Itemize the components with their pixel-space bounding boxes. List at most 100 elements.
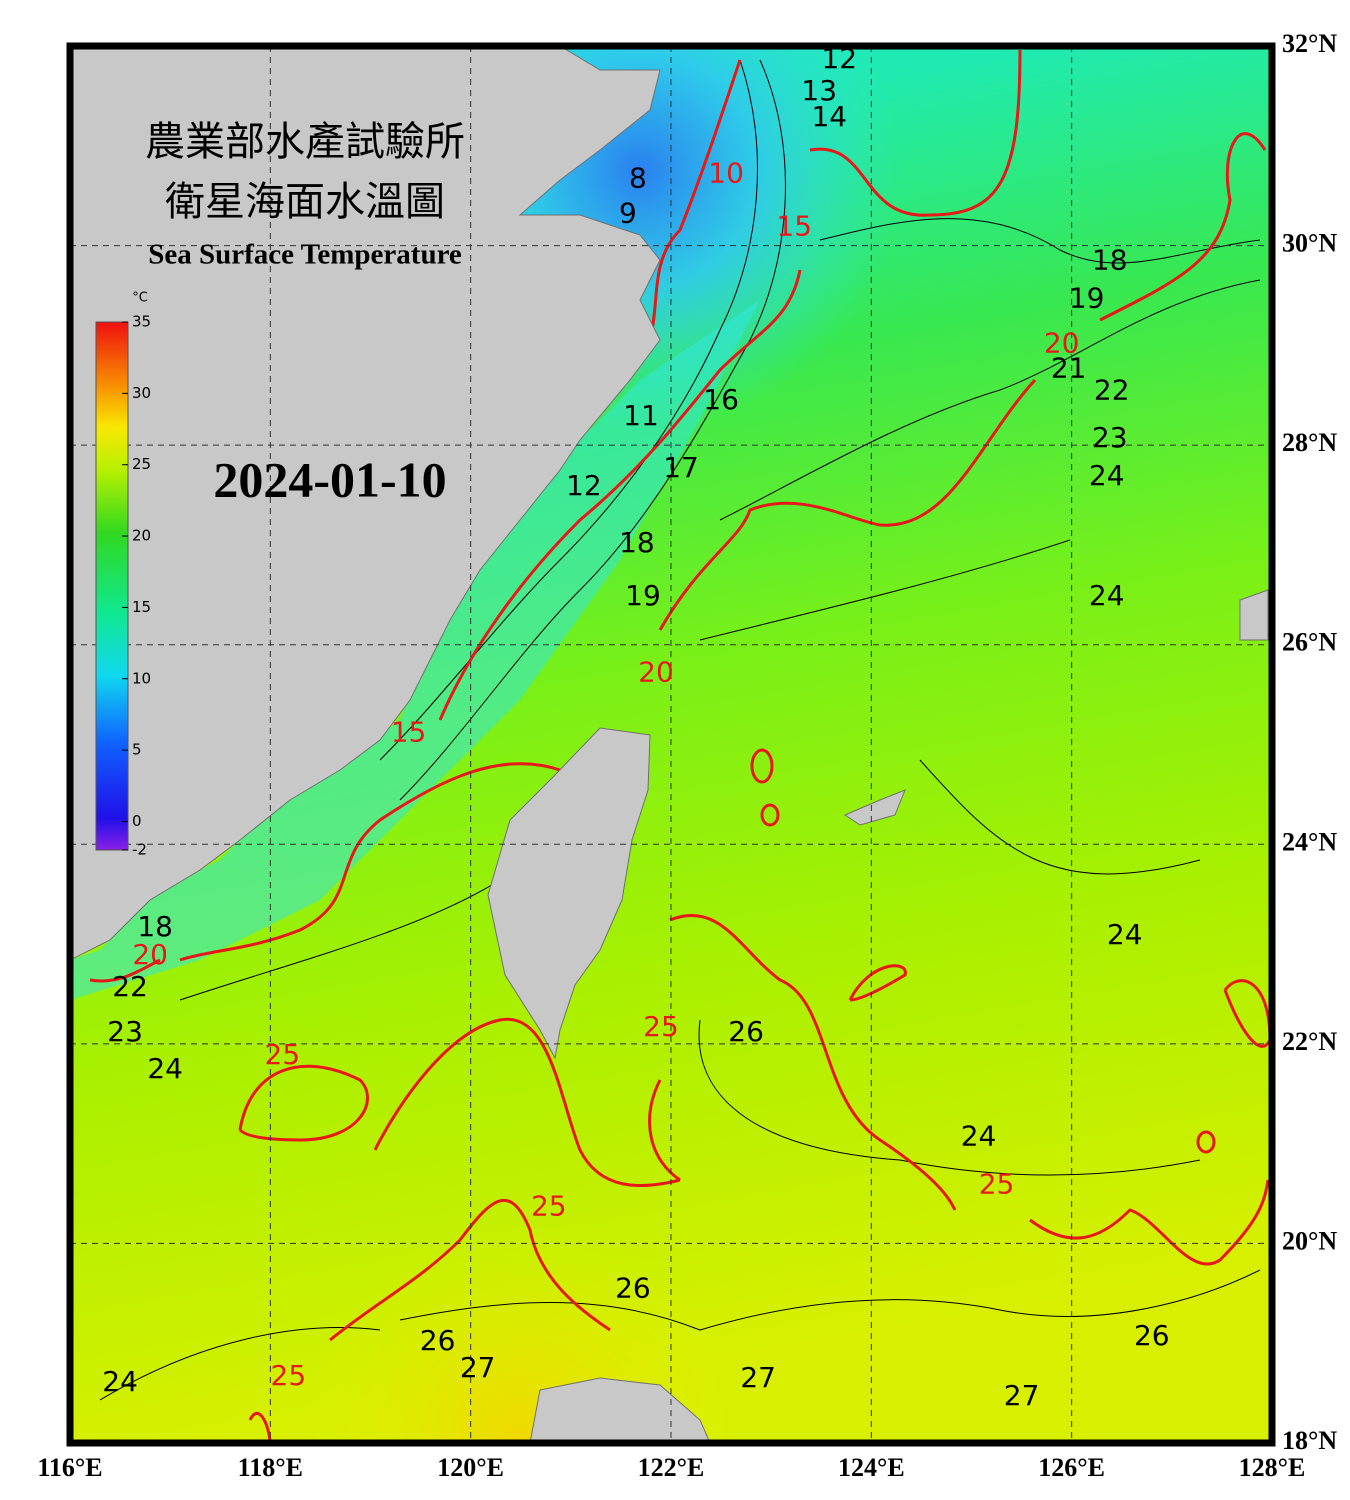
contour-label: 20 xyxy=(638,656,674,689)
mainland-china xyxy=(70,46,661,961)
contour-label: 24 xyxy=(1089,579,1125,612)
colorbar-tick-label: 15 xyxy=(132,598,151,616)
island xyxy=(843,789,906,826)
isotherm xyxy=(819,218,1261,264)
luzon xyxy=(529,1377,711,1443)
colorbar xyxy=(95,321,129,851)
contour-label: 19 xyxy=(1069,281,1105,314)
contour-label: 20 xyxy=(132,938,168,971)
lon-tick-label: 128°E xyxy=(1239,1453,1306,1482)
contour-label: 12 xyxy=(821,42,857,75)
contour-label: 18 xyxy=(1092,244,1128,277)
isotherm xyxy=(248,1411,272,1443)
contour-label: 27 xyxy=(1004,1379,1040,1412)
lat-tick-label: 28°N xyxy=(1282,428,1337,457)
contour-label: 24 xyxy=(961,1120,997,1153)
contour-label: 26 xyxy=(615,1271,651,1304)
colorbar-tick-label: 35 xyxy=(132,313,151,331)
contour-label: 18 xyxy=(137,910,173,943)
taiwan xyxy=(487,727,651,1060)
date: 2024-01-10 xyxy=(213,451,446,507)
isotherm xyxy=(329,1198,611,1342)
lat-tick-label: 32°N xyxy=(1282,29,1337,58)
isotherm xyxy=(89,958,161,983)
isotherm xyxy=(648,59,742,341)
contour-label: 8 xyxy=(629,162,647,195)
isotherm xyxy=(373,1017,681,1188)
lon-tick-label: 118°E xyxy=(238,1453,303,1482)
contour-label: 19 xyxy=(625,579,661,612)
contour-label: 15 xyxy=(391,716,427,749)
lon-tick-label: 120°E xyxy=(437,1453,504,1482)
contour-label: 12 xyxy=(566,469,602,502)
isotherm xyxy=(698,1019,1201,1176)
colorbar-tick-label: 5 xyxy=(132,741,142,759)
lat-tick-label: 24°N xyxy=(1282,827,1337,856)
contour-label: 20 xyxy=(1044,326,1080,359)
contour-label: 22 xyxy=(112,970,148,1003)
contour-label: 25 xyxy=(265,1038,301,1071)
lat-tick-label: 26°N xyxy=(1282,628,1337,657)
isotherm xyxy=(848,964,907,1002)
isotherm xyxy=(1099,132,1267,322)
isotherm xyxy=(399,59,786,801)
title-line-1: 農業部水產試驗所 xyxy=(145,119,465,165)
isotherm xyxy=(399,1269,1261,1331)
lat-tick-label: 18°N xyxy=(1282,1426,1337,1455)
contour-label: 23 xyxy=(1092,421,1128,454)
isotherm xyxy=(719,279,1261,521)
lon-tick-label: 124°E xyxy=(838,1453,905,1482)
title-line-2: 衛星海面水溫圖 xyxy=(165,179,445,225)
contour-label: 24 xyxy=(1089,459,1125,492)
contour-label: 11 xyxy=(623,399,659,432)
contour-label: 13 xyxy=(801,74,837,107)
colorbar-tick-label: 25 xyxy=(132,455,151,473)
isotherms-5deg xyxy=(89,49,1272,1443)
contour-label: 25 xyxy=(979,1168,1015,1201)
isotherm xyxy=(1029,1179,1270,1266)
lon-tick-label: 122°E xyxy=(638,1453,705,1482)
isotherm xyxy=(750,748,774,784)
colorbar-tick-label: 30 xyxy=(132,384,151,402)
contour-label: 14 xyxy=(811,100,847,133)
contour-label: 26 xyxy=(728,1015,764,1048)
colorbar-tick-label: 10 xyxy=(132,669,151,687)
contour-label: 17 xyxy=(663,451,699,484)
colorbar-tick-label: 20 xyxy=(132,527,151,545)
contour-label: 25 xyxy=(271,1359,307,1392)
lat-tick-label: 22°N xyxy=(1282,1027,1337,1056)
island xyxy=(1239,589,1269,641)
contour-label: 10 xyxy=(708,157,744,190)
lon-tick-label: 126°E xyxy=(1038,1453,1105,1482)
colorbar-unit: °C xyxy=(132,291,148,306)
contour-label: 18 xyxy=(619,526,655,559)
isotherm xyxy=(919,759,1201,875)
isotherm xyxy=(809,49,1022,217)
contour-label: 25 xyxy=(531,1190,567,1223)
isotherm xyxy=(699,539,1071,641)
axes: 116°E 118°E 120°E 122°E 124°E 126°E 128°E 32°N 3… xyxy=(37,29,1337,1482)
contour-label: 16 xyxy=(703,383,739,416)
isotherm xyxy=(238,1064,369,1142)
lat-tick-label: 20°N xyxy=(1282,1226,1337,1255)
contour-label: 25 xyxy=(643,1010,679,1043)
contour-label: 15 xyxy=(776,210,812,243)
colorbar-tick-label: -2 xyxy=(132,841,147,859)
isotherm xyxy=(179,879,501,1001)
contour-label: 27 xyxy=(740,1361,776,1394)
contour-label: 24 xyxy=(1107,918,1143,951)
isotherm xyxy=(438,269,802,721)
isotherm xyxy=(1196,1130,1216,1154)
subtitle: Sea Surface Temperature xyxy=(148,239,462,271)
contour-label: 24 xyxy=(147,1052,183,1085)
contour-label: 23 xyxy=(107,1015,143,1048)
contour-label: 26 xyxy=(1134,1319,1170,1352)
isotherm xyxy=(669,913,957,1211)
map-frame xyxy=(66,42,1276,1447)
isotherm xyxy=(179,762,561,962)
isotherm xyxy=(658,378,1037,631)
contour-label: 9 xyxy=(619,197,637,230)
isotherm xyxy=(760,803,780,827)
